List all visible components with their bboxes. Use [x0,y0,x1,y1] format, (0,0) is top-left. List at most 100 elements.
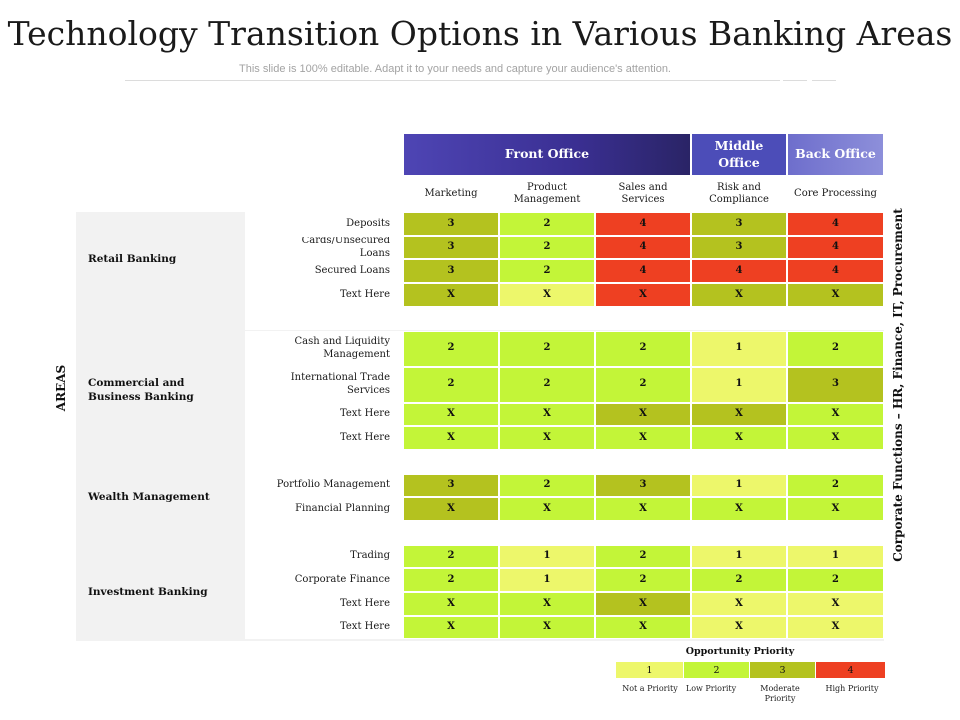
row-label: Cards/Unsecured Loans [245,235,403,260]
priority-cell: 3 [403,473,499,498]
priority-cell: X [499,426,595,450]
priority-cell: 3 [403,212,499,236]
header-blank-label [245,133,403,176]
area-name: Investment Banking [88,586,208,598]
column-header: Sales and Services [595,176,691,212]
priority-cell: 4 [595,235,691,260]
priority-cell: 2 [595,330,691,367]
priority-cell: X [787,426,884,450]
priority-cell: 2 [403,366,499,403]
row-label: Text Here [245,615,403,640]
priority-cell: X [595,426,691,450]
priority-cell: 2 [499,330,595,367]
priority-cell: 2 [403,544,499,569]
spacer-cell [787,306,884,331]
priority-cell: 1 [787,544,884,569]
legend-label: Not a Priority [622,684,678,693]
priority-cell: 1 [691,544,787,569]
column-header: Product Management [499,176,595,212]
priority-matrix: Front Office Middle Office Back Office Mark… [47,133,913,641]
priority-cell: X [403,497,499,521]
priority-cell: 1 [691,330,787,367]
spacer-cell [691,521,787,545]
priority-cell: 4 [787,235,884,260]
priority-cell: X [499,283,595,307]
priority-cell: 1 [691,473,787,498]
areas-axis-label: AREAS [53,364,68,412]
priority-cell: X [595,592,691,616]
column-header: Marketing [403,176,499,212]
row-label: Deposits [245,212,403,236]
priority-cell: 3 [403,259,499,284]
priority-cell: X [403,402,499,427]
priority-cell: 3 [787,366,884,403]
priority-cell: 2 [787,330,884,367]
legend-swatch: 3 [750,662,816,678]
spacer-cell [787,521,884,545]
legend-label: Low Priority [685,684,737,693]
corporate-functions-label: Corporate Functions – HR, Finance, IT, P… [890,208,905,562]
priority-cell: 2 [403,568,499,593]
priority-cell: X [595,615,691,640]
priority-cell: X [499,615,595,640]
priority-cell: 2 [403,330,499,367]
priority-cell: 2 [691,568,787,593]
priority-cell: 2 [787,568,884,593]
area-name: Retail Banking [88,253,177,266]
header-back-office: Back Office [787,133,884,176]
priority-cell: X [595,497,691,521]
row-label: Text Here [245,592,403,616]
priority-cell: X [787,283,884,307]
spacer-cell [787,449,884,474]
spacer-label [245,306,403,331]
priority-cell: 2 [499,473,595,498]
row-label: Secured Loans [245,259,403,284]
header-middle-office: Middle Office [691,133,787,176]
priority-cell: 3 [595,473,691,498]
priority-cell: 2 [499,366,595,403]
legend-swatch: 2 [684,662,750,678]
priority-cell: X [403,592,499,616]
priority-cell: 4 [691,259,787,284]
legend-swatch: 4 [816,662,886,678]
column-header: Core Processing [787,176,884,212]
area-name: Commercial and Business Banking [88,377,194,404]
subheader-blank-area [76,176,245,212]
priority-cell: X [595,402,691,427]
legend-swatch: 1 [616,662,684,678]
title-divider-short-1 [783,80,807,81]
priority-cell: 2 [499,212,595,236]
priority-cell: 1 [499,568,595,593]
priority-cell: X [595,283,691,307]
priority-cell: X [691,402,787,427]
right-strip [884,133,913,641]
spacer-cell [595,449,691,474]
priority-cell: 4 [595,212,691,236]
priority-cell: 2 [787,473,884,498]
priority-cell: 2 [595,568,691,593]
priority-cell: X [499,402,595,427]
spacer-cell [691,306,787,331]
priority-cell: 4 [787,259,884,284]
priority-cell: 2 [499,235,595,260]
area-name: Wealth Management [88,491,210,504]
priority-cell: 2 [499,259,595,284]
priority-cell: 1 [499,544,595,569]
row-label: Portfolio Management [245,473,403,498]
priority-cell: 4 [787,212,884,236]
priority-cell: X [403,615,499,640]
priority-cell: X [403,283,499,307]
priority-cell: 4 [595,259,691,284]
priority-cell: X [691,426,787,450]
slide-subtitle: This slide is 100% editable. Adapt it to… [239,63,671,75]
priority-cell: 2 [595,366,691,403]
priority-cell: X [691,497,787,521]
spacer-cell [499,521,595,545]
spacer-cell [691,449,787,474]
priority-cell: X [499,592,595,616]
spacer-cell [403,306,499,331]
left-strip [47,133,76,641]
spacer-cell [595,306,691,331]
spacer-cell [595,521,691,545]
row-label: Text Here [245,402,403,427]
